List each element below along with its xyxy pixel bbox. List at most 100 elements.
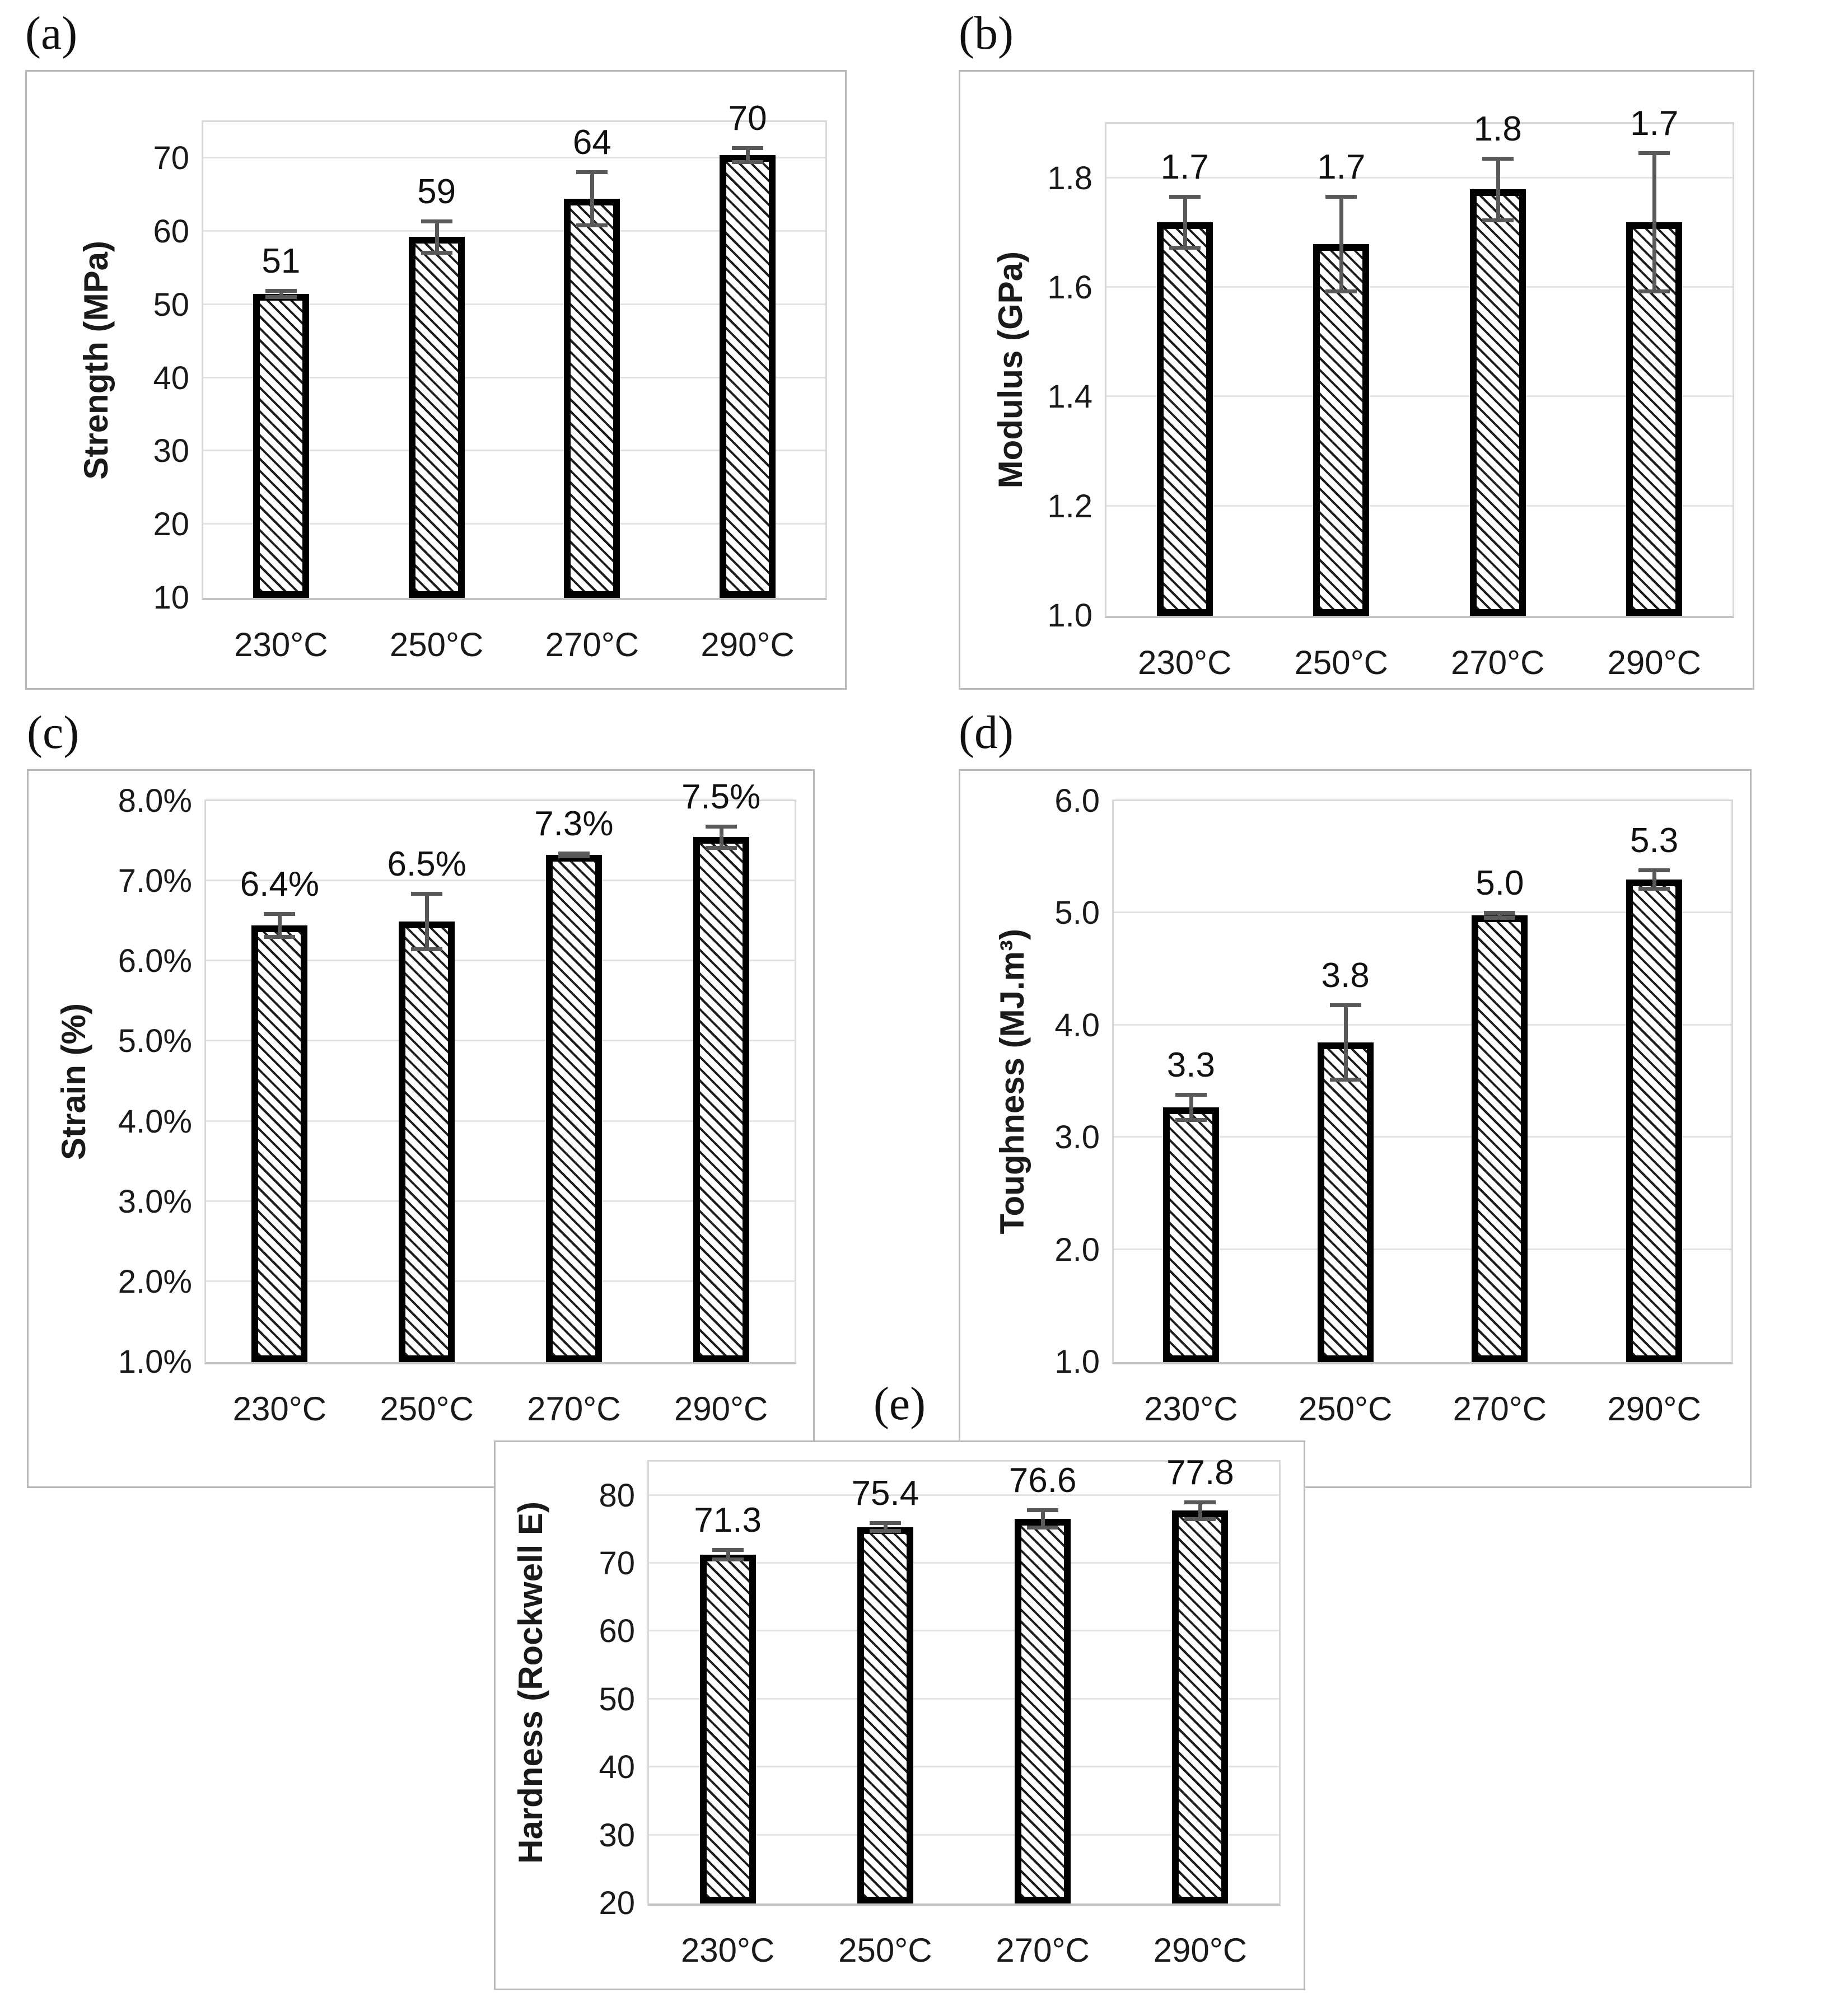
bar	[408, 237, 465, 598]
gridline	[649, 1833, 1279, 1836]
error-bar-line	[1183, 194, 1187, 250]
bar	[699, 1555, 756, 1903]
error-bar-line	[1652, 151, 1657, 293]
gridline	[203, 157, 825, 159]
bar	[1626, 880, 1683, 1362]
bar-value-label: 1.7	[1317, 147, 1366, 186]
category-label: 250°C	[838, 1931, 932, 1969]
y-tick-label: 1.0	[1047, 597, 1092, 634]
gridline	[1106, 504, 1733, 507]
category-label: 290°C	[1153, 1931, 1248, 1969]
chart-box-b: Modulus (GPa) 1.0 1.2 1.4 1.6 1.8 1.7 230°C 1.7…	[959, 70, 1754, 690]
plot-area-d: Toughness (MJ.m³) 1.0 2.0 3.0 4.0 5.0 6.0 3.3 2…	[993, 783, 1733, 1428]
category-label: 250°C	[380, 1390, 474, 1428]
error-bar-line	[590, 170, 595, 228]
error-bar-line	[1198, 1500, 1203, 1521]
bar	[1472, 915, 1528, 1362]
y-axis-title-text: Modulus (GPa)	[991, 251, 1029, 489]
error-bar-line	[1498, 911, 1502, 920]
y-tick-label: 30	[599, 1817, 635, 1854]
gridline	[1106, 286, 1733, 288]
bar	[857, 1527, 913, 1903]
bar	[1156, 222, 1213, 616]
error-bar	[869, 1521, 901, 1533]
y-tick-label: 80	[599, 1477, 635, 1514]
gridline	[649, 1562, 1279, 1564]
y-tick-label: 60	[153, 213, 189, 250]
error-bar	[1638, 151, 1670, 293]
category-label: 270°C	[1453, 1390, 1547, 1428]
error-bar	[1484, 911, 1516, 920]
y-tick-label: 7.0%	[118, 863, 192, 900]
panel-d: (d) Toughness (MJ.m³) 1.0 2.0 3.0 4.0 5.0 6.0…	[959, 705, 1752, 1488]
y-tick-label: 3.0%	[118, 1183, 192, 1220]
error-bar-line	[279, 289, 283, 300]
chart-box-c: Strain (%) 1.0% 2.0% 3.0% 4.0% 5.0% 6.0% 7.0% 8…	[27, 769, 815, 1488]
y-axis-title-e: Hardness (Rockwell E)	[507, 1462, 554, 1903]
error-bar-line	[435, 219, 439, 255]
category-label: 250°C	[1298, 1390, 1393, 1428]
category-label: 230°C	[680, 1931, 775, 1969]
error-bar-line	[1652, 868, 1657, 891]
y-tick-label: 40	[599, 1749, 635, 1786]
error-bar-line	[719, 824, 723, 850]
y-tick-label: 4.0%	[118, 1103, 192, 1140]
gridline	[206, 1200, 795, 1202]
gridline	[206, 1040, 795, 1042]
bar-value-label: 5.0	[1476, 864, 1524, 903]
bar	[1626, 222, 1683, 616]
gridline	[649, 1630, 1279, 1632]
chart-box-a: Strength (MPa) 10 20 30 40 50 60 70 51 230°C 59 25…	[25, 70, 847, 690]
category-label: 270°C	[996, 1931, 1090, 1969]
error-bar	[264, 911, 296, 939]
y-tick-label: 3.0	[1054, 1119, 1100, 1156]
plot-area-e: Hardness (Rockwell E) 20 30 40 50 60 70 80 71.3…	[512, 1453, 1281, 1969]
bar-value-label: 5.3	[1630, 821, 1679, 860]
chart-box-d: Toughness (MJ.m³) 1.0 2.0 3.0 4.0 5.0 6.0 3.3 2…	[959, 769, 1752, 1488]
y-tick-label: 40	[153, 359, 189, 396]
gridline	[1114, 1248, 1731, 1250]
bar	[693, 837, 749, 1362]
category-label: 290°C	[701, 626, 795, 663]
bar	[720, 155, 776, 598]
bar	[1172, 1510, 1229, 1903]
bar-value-label: 64	[572, 123, 611, 162]
error-bar-line	[425, 891, 429, 951]
category-label: 230°C	[232, 1390, 327, 1428]
bar-value-label: 3.8	[1321, 956, 1370, 995]
gridline	[649, 1494, 1279, 1496]
chart-box-e: Hardness (Rockwell E) 20 30 40 50 60 70 80 71.3…	[494, 1440, 1305, 1990]
panel-b: (b) Modulus (GPa) 1.0 1.2 1.4 1.6 1.8 1.7 230°…	[959, 6, 1754, 690]
error-bar	[411, 891, 443, 951]
plot-area-a: Strength (MPa) 10 20 30 40 50 60 70 51 230°C 59 25…	[77, 99, 827, 663]
bar-value-label: 1.7	[1160, 147, 1209, 186]
error-bar-line	[1189, 1093, 1193, 1122]
error-bar-line	[726, 1548, 730, 1562]
bar	[1317, 1042, 1374, 1362]
gridline	[1106, 395, 1733, 397]
gridline	[649, 1766, 1279, 1768]
error-bar-line	[883, 1521, 888, 1533]
y-tick-label: 1.2	[1047, 488, 1092, 525]
y-tick-label: 2.0	[1054, 1231, 1100, 1268]
gridline	[206, 880, 795, 882]
error-bar	[1638, 868, 1670, 891]
gridline	[1114, 1023, 1731, 1026]
error-bar-line	[1339, 194, 1344, 293]
bar	[399, 921, 455, 1362]
y-tick-label: 60	[599, 1613, 635, 1650]
y-tick-label: 6.0%	[118, 943, 192, 980]
plot-area-c: Strain (%) 1.0% 2.0% 3.0% 4.0% 5.0% 6.0% 7.0% 8…	[55, 778, 796, 1428]
y-tick-label: 1.8	[1047, 160, 1092, 197]
bar-value-label: 1.7	[1630, 104, 1679, 143]
bar-value-label: 3.3	[1166, 1046, 1215, 1085]
y-axis-title-d: Toughness (MJ.m³)	[988, 801, 1035, 1362]
error-bar	[1027, 1508, 1059, 1530]
error-bar	[1169, 194, 1201, 250]
error-bar	[576, 170, 608, 228]
panel-a: (a) Strength (MPa) 10 20 30 40 50 60 70 51 230°C…	[25, 6, 847, 690]
error-bar	[1184, 1500, 1216, 1522]
bar	[1162, 1107, 1219, 1362]
y-axis-title-a: Strength (MPa)	[72, 122, 119, 598]
